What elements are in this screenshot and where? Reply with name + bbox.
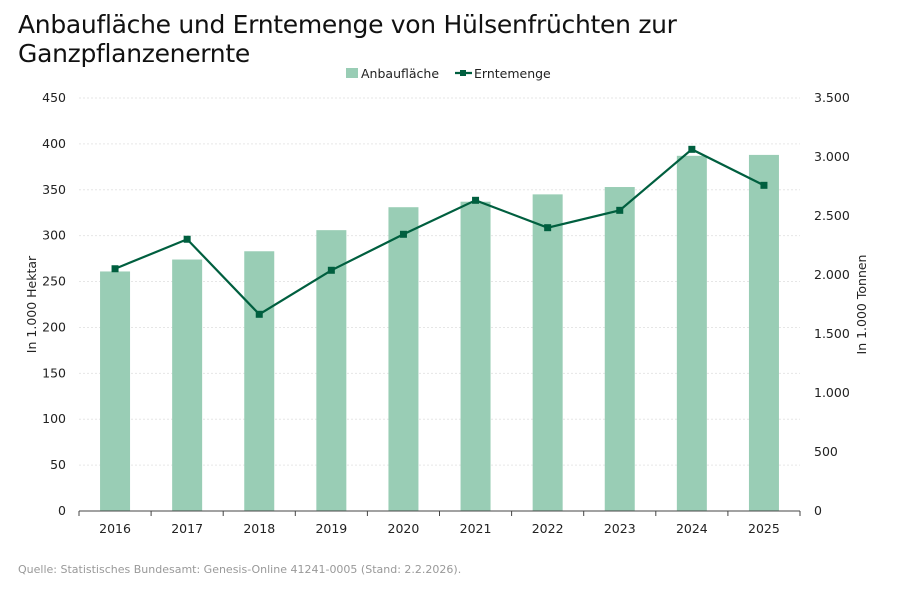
y2-tick-label: 3.000 bbox=[814, 149, 850, 164]
bar-2025 bbox=[748, 154, 779, 511]
y-axis-label: In 1.000 Hektar bbox=[24, 255, 39, 353]
y2-tick-label: 500 bbox=[814, 444, 838, 459]
line-erntemenge bbox=[114, 148, 765, 316]
legend-line-marker bbox=[460, 70, 466, 76]
x-tick-label: 2022 bbox=[532, 521, 564, 536]
point-2023 bbox=[616, 206, 624, 214]
y-tick-label: 400 bbox=[42, 136, 66, 151]
bar-2021 bbox=[460, 201, 491, 511]
point-2021 bbox=[472, 196, 480, 204]
point-2024 bbox=[688, 145, 696, 153]
x-tick-label: 2019 bbox=[315, 521, 347, 536]
y-tick-label: 100 bbox=[42, 411, 66, 426]
point-2017 bbox=[183, 235, 191, 243]
bar-2016 bbox=[100, 271, 131, 511]
y-tick-label: 450 bbox=[42, 90, 66, 105]
bar-2024 bbox=[676, 155, 707, 511]
source-note: Quelle: Statistisches Bundesamt: Genesis… bbox=[18, 563, 462, 576]
x-tick-label: 2021 bbox=[460, 521, 492, 536]
y2-tick-label: 0 bbox=[814, 503, 822, 518]
x-tick-label: 2020 bbox=[388, 521, 420, 536]
y-tick-label: 350 bbox=[42, 182, 66, 197]
x-tick-label: 2018 bbox=[243, 521, 275, 536]
x-tick-label: 2016 bbox=[99, 521, 131, 536]
y2-tick-label: 1.500 bbox=[814, 326, 850, 341]
bar-2020 bbox=[388, 207, 419, 511]
legend-label-anbauflaeche: Anbaufläche bbox=[361, 66, 439, 81]
y-tick-label: 150 bbox=[42, 365, 66, 380]
point-2025 bbox=[760, 181, 768, 189]
point-2018 bbox=[255, 310, 263, 318]
y2-axis-label: In 1.000 Tonnen bbox=[854, 255, 869, 355]
bar-2018 bbox=[244, 251, 275, 511]
bar-2022 bbox=[532, 194, 563, 511]
y2-tick-label: 2.500 bbox=[814, 208, 850, 223]
point-2019 bbox=[327, 266, 335, 274]
point-2020 bbox=[399, 230, 407, 238]
point-2022 bbox=[544, 224, 552, 232]
point-2016 bbox=[111, 265, 119, 273]
y2-tick-label: 2.000 bbox=[814, 267, 850, 282]
y2-tick-label: 3.500 bbox=[814, 90, 850, 105]
bar-2023 bbox=[604, 187, 635, 511]
x-tick-label: 2025 bbox=[748, 521, 780, 536]
y2-tick-label: 1.000 bbox=[814, 385, 850, 400]
x-tick-label: 2023 bbox=[604, 521, 636, 536]
y-tick-label: 250 bbox=[42, 274, 66, 289]
legend-label-erntemenge: Erntemenge bbox=[474, 66, 551, 81]
y-tick-label: 50 bbox=[50, 457, 66, 472]
y-tick-label: 300 bbox=[42, 228, 66, 243]
bar-2017 bbox=[172, 259, 203, 511]
y-tick-label: 200 bbox=[42, 319, 66, 334]
legend-bar-swatch bbox=[346, 68, 358, 78]
x-tick-label: 2024 bbox=[676, 521, 708, 536]
y-tick-label: 0 bbox=[58, 503, 66, 518]
x-tick-label: 2017 bbox=[171, 521, 203, 536]
chart-title: Anbaufläche und Erntemenge von Hülsenfrü… bbox=[18, 10, 677, 68]
